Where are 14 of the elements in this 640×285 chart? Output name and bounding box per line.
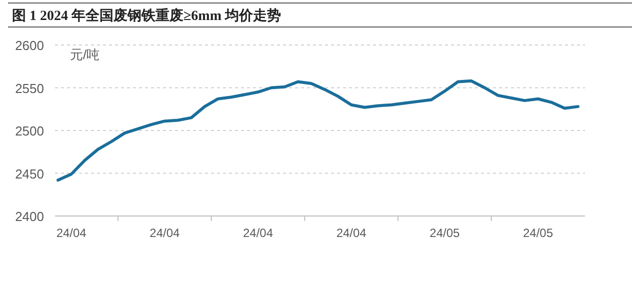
line-series: [56, 79, 580, 182]
x-tick-label: 24/04: [336, 226, 367, 240]
y-tick-label: 2450: [15, 166, 44, 182]
y-tick-label: 2400: [15, 209, 44, 224]
x-tick-label: 24/04: [150, 226, 180, 240]
x-tick-label: 24/05: [522, 226, 554, 240]
x-tick-label: 24/04: [56, 226, 87, 240]
y-axis-title: 元/吨: [70, 47, 100, 62]
x-tick-label: 24/05: [430, 226, 460, 240]
y-tick-label: 2500: [15, 124, 44, 138]
y-tick-label: 2600: [15, 38, 44, 53]
x-tick-label: 24/04: [242, 226, 274, 240]
y-tick-label: 2550: [15, 80, 44, 96]
chart-title: 图 1 2024 年全国废钢铁重废≥6mm 均价走势: [12, 7, 282, 24]
